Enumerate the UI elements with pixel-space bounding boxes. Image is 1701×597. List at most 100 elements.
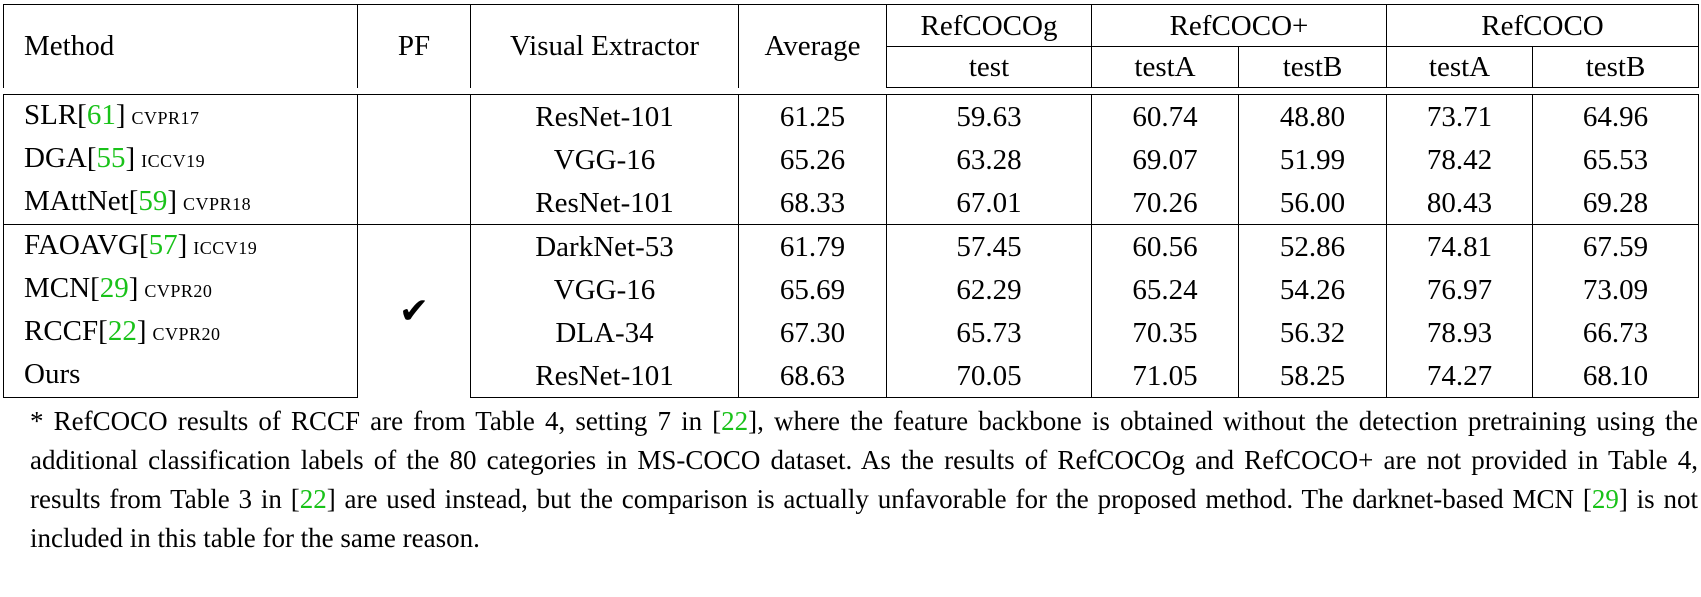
table-row: DGA[55] ICCV19 VGG-16 65.26 63.28 69.07 51.99 7… xyxy=(3,138,1700,181)
header-visual-extractor: Visual Extractor xyxy=(470,4,739,88)
header-sub-testb: testB xyxy=(1531,46,1700,88)
value-cell: 70.05 xyxy=(886,354,1092,398)
header-group-refcoco-plus: RefCOCO+ xyxy=(1091,4,1387,47)
footnote-text: ] is not included in this table for the … xyxy=(30,484,1698,553)
citation-link[interactable]: 59 xyxy=(138,185,168,217)
header-group-refcoco: RefCOCO xyxy=(1385,4,1700,47)
value-cell: 56.32 xyxy=(1238,311,1387,354)
value-cell: 59.63 xyxy=(886,94,1092,138)
header-pf: PF xyxy=(357,4,471,88)
pf-cell xyxy=(357,94,471,225)
extractor-cell: ResNet-101 xyxy=(470,354,739,398)
citation-bracket: ] xyxy=(136,315,147,347)
citation-bracket: ] xyxy=(128,272,139,304)
method-name: FAOAVG[ xyxy=(24,229,149,261)
citation-bracket: ] xyxy=(177,229,188,261)
venue-label: CVPR20 xyxy=(144,281,213,301)
value-cell: 67.01 xyxy=(886,181,1092,225)
value-cell: 76.97 xyxy=(1386,268,1533,311)
value-cell: 70.35 xyxy=(1091,311,1239,354)
value-cell: 65.24 xyxy=(1091,268,1239,311)
citation-link[interactable]: 22 xyxy=(107,315,137,347)
value-cell: 63.28 xyxy=(886,138,1092,181)
header-method: Method xyxy=(3,4,358,88)
pf-checkmark: ✔ xyxy=(357,224,471,398)
value-cell: 61.25 xyxy=(738,94,887,138)
extractor-cell: ResNet-101 xyxy=(470,181,739,225)
table-row: MCN[29] CVPR20 VGG-16 65.69 62.29 65.24 54.26 7… xyxy=(3,268,1700,311)
method-name: DGA[ xyxy=(24,142,97,174)
value-cell: 67.59 xyxy=(1531,224,1700,268)
value-cell: 62.29 xyxy=(886,268,1092,311)
method-name: SLR[ xyxy=(24,99,87,131)
method-cell: MCN[29] CVPR20 xyxy=(3,268,358,311)
method-cell: MAttNet[59] CVPR18 xyxy=(3,181,358,225)
method-cell: DGA[55] ICCV19 xyxy=(3,138,358,181)
value-cell: 67.30 xyxy=(738,311,887,354)
method-cell: FAOAVG[57] ICCV19 xyxy=(3,224,358,268)
value-cell: 56.00 xyxy=(1238,181,1387,225)
extractor-cell: ResNet-101 xyxy=(470,94,739,138)
citation-link[interactable]: 29 xyxy=(99,272,129,304)
citation-bracket: ] xyxy=(125,142,136,174)
value-cell: 73.71 xyxy=(1386,94,1533,138)
value-cell: 73.09 xyxy=(1531,268,1700,311)
value-cell: 57.45 xyxy=(886,224,1092,268)
value-cell: 70.26 xyxy=(1091,181,1239,225)
method-name: Ours xyxy=(24,358,81,390)
table-row: Ours ResNet-101 68.63 70.05 71.05 58.25 74.27 6… xyxy=(3,354,1700,398)
value-cell: 71.05 xyxy=(1091,354,1239,398)
method-name: MAttNet[ xyxy=(24,185,139,217)
value-cell: 60.56 xyxy=(1091,224,1239,268)
value-cell: 68.33 xyxy=(738,181,887,225)
header-group-refcocog: RefCOCOg xyxy=(886,4,1092,47)
method-name: MCN[ xyxy=(24,272,100,304)
citation-link[interactable]: 22 xyxy=(299,484,327,514)
value-cell: 78.93 xyxy=(1386,311,1533,354)
citation-link[interactable]: 55 xyxy=(96,142,126,174)
table-row: FAOAVG[57] ICCV19 ✔ DarkNet-53 61.79 57.45 60.… xyxy=(3,224,1700,398)
citation-link[interactable]: 22 xyxy=(721,406,749,436)
citation-link[interactable]: 61 xyxy=(86,99,116,131)
value-cell: 74.27 xyxy=(1386,354,1533,398)
header-sub-testa: testA xyxy=(1386,46,1533,88)
value-cell: 74.81 xyxy=(1386,224,1533,268)
footnote-text: * RefCOCO results of RCCF are from Table… xyxy=(30,406,722,436)
extractor-cell: DLA-34 xyxy=(470,311,739,354)
method-cell: Ours xyxy=(3,354,358,398)
value-cell: 58.25 xyxy=(1238,354,1387,398)
table-row: RCCF[22] CVPR20 DLA-34 67.30 65.73 70.35 56.32… xyxy=(3,311,1700,354)
value-cell: 78.42 xyxy=(1386,138,1533,181)
venue-label: CVPR20 xyxy=(152,324,221,344)
footnote-text: ] are used instead, but the comparison i… xyxy=(326,484,1592,514)
value-cell: 51.99 xyxy=(1238,138,1387,181)
extractor-cell: DarkNet-53 xyxy=(470,224,739,268)
value-cell: 48.80 xyxy=(1238,94,1387,138)
value-cell: 61.79 xyxy=(738,224,887,268)
value-cell: 69.07 xyxy=(1091,138,1239,181)
value-cell: 68.63 xyxy=(738,354,887,398)
header-sub-test: test xyxy=(886,46,1092,88)
method-cell: SLR[61] CVPR17 xyxy=(3,94,358,138)
venue-label: CVPR17 xyxy=(131,108,200,128)
value-cell: 64.96 xyxy=(1531,94,1700,138)
citation-bracket: ] xyxy=(167,185,178,217)
header-average: Average xyxy=(738,4,887,88)
citation-bracket: ] xyxy=(115,99,126,131)
value-cell: 65.53 xyxy=(1531,138,1700,181)
value-cell: 80.43 xyxy=(1386,181,1533,225)
table-row: MAttNet[59] CVPR18 ResNet-101 68.33 67.01 70.… xyxy=(3,181,1700,225)
extractor-cell: VGG-16 xyxy=(470,268,739,311)
value-cell: 66.73 xyxy=(1531,311,1700,354)
citation-link[interactable]: 57 xyxy=(148,229,178,261)
method-cell: RCCF[22] CVPR20 xyxy=(3,311,358,354)
venue-label: ICCV19 xyxy=(193,238,258,258)
footnote-text: ], where the feature backbone is obtaine… xyxy=(30,406,1698,514)
header-sub-testb: testB xyxy=(1238,46,1387,88)
value-cell: 65.73 xyxy=(886,311,1092,354)
value-cell: 69.28 xyxy=(1531,181,1700,225)
extractor-cell: VGG-16 xyxy=(470,138,739,181)
method-name: RCCF[ xyxy=(24,315,108,347)
venue-label: CVPR18 xyxy=(183,194,252,214)
citation-link[interactable]: 29 xyxy=(1591,484,1619,514)
